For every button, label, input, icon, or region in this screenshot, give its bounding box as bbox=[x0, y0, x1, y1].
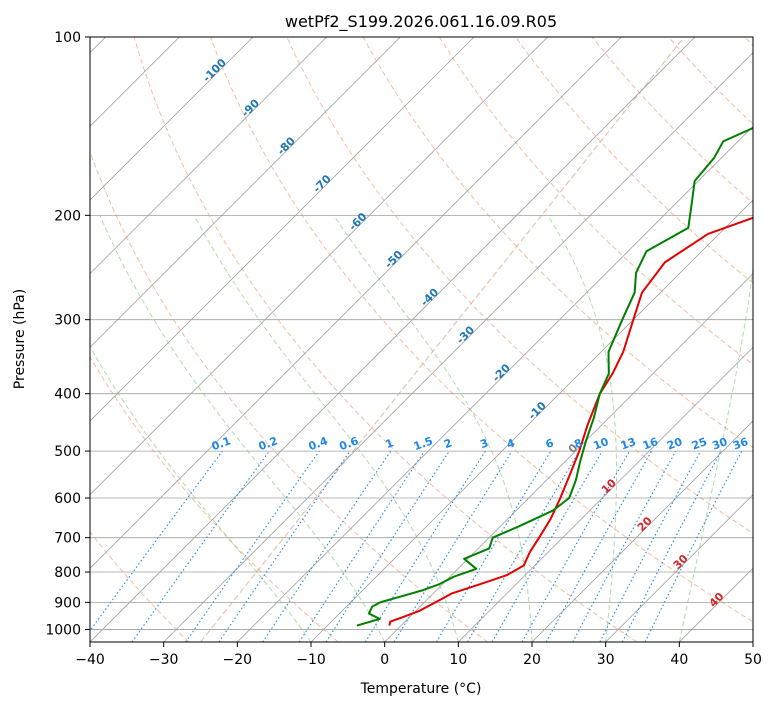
isotherm-line bbox=[90, 37, 401, 348]
x-tick-label: −30 bbox=[149, 652, 179, 668]
mixing-ratio-line bbox=[467, 450, 580, 642]
moist-adiabat-line bbox=[90, 345, 312, 642]
isotherm-line bbox=[90, 37, 622, 569]
plot-background bbox=[90, 37, 753, 642]
mixing-ratio-label: 25 bbox=[690, 435, 709, 452]
y-tick-label: 500 bbox=[54, 444, 81, 460]
y-axis-label: Pressure (hPa) bbox=[12, 289, 28, 389]
mixing-ratio-label: 20 bbox=[665, 435, 684, 453]
mixing-ratio-line bbox=[90, 450, 223, 632]
dry-adiabat-line bbox=[90, 531, 190, 642]
chart-title: wetPf2_S199.2026.061.16.09.R05 bbox=[285, 12, 557, 32]
dry-adiabat-line bbox=[210, 37, 753, 623]
x-tick-label: 50 bbox=[744, 652, 762, 668]
x-tick-label: 30 bbox=[597, 652, 615, 668]
isotherm-line bbox=[163, 52, 753, 642]
isotherm-line bbox=[90, 37, 548, 496]
dry-adiabat-line bbox=[90, 356, 339, 642]
moist-adiabat-line bbox=[678, 265, 753, 642]
mixing-ratio-label: 8 bbox=[572, 436, 584, 451]
x-tick-label: −10 bbox=[296, 652, 326, 668]
mixing-ratio-label: 1 bbox=[384, 436, 396, 451]
axis-ticks: −40 −30 −20 −10 0 10 20 30 40 50 1000 900 800 700 600 5… bbox=[45, 30, 762, 668]
moist-adiabat-line bbox=[193, 215, 459, 642]
x-tick-label: 10 bbox=[449, 652, 467, 668]
mixing-ratio-line bbox=[435, 450, 552, 642]
mixing-ratio-line bbox=[491, 450, 603, 642]
isotherm-line bbox=[458, 346, 753, 642]
dewpoint-profile-line bbox=[356, 126, 753, 627]
moist-adiabat-line bbox=[547, 215, 618, 642]
inner-labels: 0.1 0.2 0.4 0.6 1 1.5 2 3 4 6 8 10 13 16 20 25 30 36-100-… bbox=[200, 56, 750, 610]
mixing-ratio-line bbox=[393, 450, 513, 642]
isotherm-line bbox=[237, 125, 753, 642]
mixing-ratio-label: 6 bbox=[544, 436, 556, 451]
mixing-ratio-line bbox=[364, 450, 486, 642]
y-tick-label: 100 bbox=[54, 30, 81, 46]
mixing-ratio-label: 16 bbox=[641, 435, 660, 453]
dry-adiabat-line bbox=[90, 150, 488, 642]
mixing-ratio-line bbox=[131, 450, 270, 642]
isotherm-line bbox=[90, 37, 327, 275]
reference-curve-line bbox=[200, 37, 685, 642]
mixing-ratio-label: 2 bbox=[442, 436, 454, 451]
series-layer bbox=[356, 126, 753, 627]
y-tick-label: 400 bbox=[54, 387, 81, 403]
mixing-ratio-line bbox=[572, 450, 677, 642]
x-tick-label: 0 bbox=[380, 652, 389, 668]
mixing-ratio-label: 0.2 bbox=[257, 434, 280, 453]
mixing-ratio-line bbox=[218, 450, 351, 642]
mixing-ratio-label: 13 bbox=[619, 435, 638, 452]
mixing-ratio-line bbox=[545, 450, 653, 642]
isotherm-line bbox=[90, 37, 475, 422]
x-tick-label: 40 bbox=[670, 652, 688, 668]
dry-adiabat-line bbox=[286, 37, 753, 534]
y-tick-label: 700 bbox=[54, 531, 81, 547]
isotherm-line bbox=[605, 494, 753, 642]
isotherm-line bbox=[90, 37, 254, 201]
mixing-ratio-label: 1.5 bbox=[412, 434, 435, 453]
mixing-ratio-line bbox=[521, 450, 630, 642]
x-tick-label: −40 bbox=[75, 652, 105, 668]
isotherm-line bbox=[90, 37, 696, 642]
mixing-ratio-label: 0.4 bbox=[307, 434, 330, 453]
x-tick-label: −20 bbox=[223, 652, 253, 668]
dry-adiabat-line bbox=[439, 37, 753, 366]
mixing-ratio-label: 30 bbox=[710, 435, 729, 453]
mixing-ratio-label: 0.6 bbox=[338, 434, 361, 453]
isotherm-line bbox=[531, 420, 753, 642]
x-tick-label: 20 bbox=[523, 652, 541, 668]
dry-adiabat-line bbox=[591, 37, 753, 204]
y-tick-label: 1000 bbox=[45, 622, 81, 638]
isotherm-line bbox=[384, 273, 753, 642]
mixing-ratio-label: 10 bbox=[592, 435, 611, 453]
x-axis-label: Temperature (°C) bbox=[360, 681, 482, 697]
y-tick-label: 900 bbox=[54, 595, 81, 611]
mixing-ratio-label: 0.1 bbox=[210, 434, 233, 453]
mixing-ratio-line bbox=[185, 450, 320, 642]
mixing-ratio-line bbox=[325, 450, 450, 642]
y-tick-label: 300 bbox=[54, 313, 81, 329]
y-tick-label: 200 bbox=[54, 208, 81, 224]
mixing-ratio-label: 4 bbox=[505, 436, 517, 451]
plot-frame bbox=[89, 36, 754, 643]
mixing-ratio-label: 36 bbox=[731, 435, 750, 453]
mixing-ratio-label: 3 bbox=[478, 436, 490, 451]
moist-adiabat-line bbox=[99, 215, 386, 642]
y-tick-label: 600 bbox=[54, 491, 81, 507]
y-tick-label: 800 bbox=[54, 565, 81, 581]
dry-adiabat-line bbox=[133, 37, 638, 642]
